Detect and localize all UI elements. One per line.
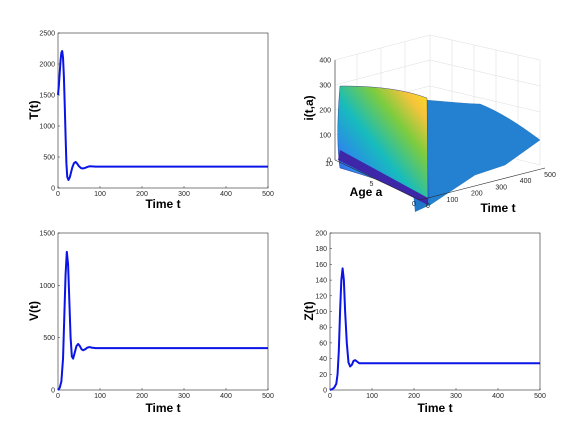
ytick-label: 1000 xyxy=(39,283,55,290)
ytick-label: 160 xyxy=(315,262,327,269)
ytick-label: 0 xyxy=(51,186,55,193)
ytick-label: 40 xyxy=(319,356,327,363)
xtick-label: 300 xyxy=(178,191,190,198)
time-tick-label: 200 xyxy=(471,191,483,198)
age-tick-label: 0 xyxy=(412,201,416,208)
plot-Z-ylabel: Z(t) xyxy=(302,301,316,320)
ytick-label: 100 xyxy=(315,309,327,316)
ytick-label: 500 xyxy=(43,155,55,162)
ztick-label: 400 xyxy=(319,58,331,65)
plot-Z: 0 100 200 300 400 500 0 20 40 60 80 100 120 140 160 180… xyxy=(302,231,546,416)
ytick-label: 60 xyxy=(319,340,327,347)
plot-Z-line xyxy=(329,267,540,391)
plot-V-xlabel: Time t xyxy=(145,401,180,415)
time-tick-label: 500 xyxy=(544,172,556,179)
ytick-label: 0 xyxy=(51,388,55,395)
ytick-label: 0 xyxy=(323,388,327,395)
plot-V-line xyxy=(57,250,268,391)
age-tick-label: 10 xyxy=(325,161,333,168)
plot-T-frame xyxy=(57,32,269,189)
xtick-label: 0 xyxy=(328,393,332,400)
xtick-label: 200 xyxy=(408,393,420,400)
ztick-label: 200 xyxy=(319,108,331,115)
ztick-label: 0 xyxy=(327,158,331,165)
time-tick-label: 400 xyxy=(520,178,532,185)
xtick-label: 200 xyxy=(136,191,148,198)
plot-Z-xlabel: Time t xyxy=(417,401,452,415)
time-tick-label: 300 xyxy=(495,184,507,191)
ytick-label: 200 xyxy=(315,231,327,238)
xtick-label: 500 xyxy=(262,191,274,198)
ztick-label: 300 xyxy=(319,83,331,90)
ytick-label: 2000 xyxy=(39,62,55,69)
plot-V: 0 100 200 300 400 500 0 500 1000 1500 Time t V(t) xyxy=(27,231,274,416)
plot-i-xlabel: Time t xyxy=(480,201,515,215)
surface-age-edge xyxy=(338,150,428,205)
plot-i-ylabel: Age a xyxy=(350,185,383,199)
xtick-label: 200 xyxy=(136,393,148,400)
time-tick-label: 0 xyxy=(426,203,430,210)
xtick-label: 300 xyxy=(450,393,462,400)
xtick-label: 300 xyxy=(178,393,190,400)
surface-axes xyxy=(334,60,546,201)
surface-age-slice xyxy=(337,85,429,201)
ytick-label: 500 xyxy=(43,335,55,342)
surface-plateau xyxy=(424,99,541,206)
xtick-label: 100 xyxy=(94,393,106,400)
xtick-label: 100 xyxy=(366,393,378,400)
ytick-label: 140 xyxy=(315,278,327,285)
plot-T: 0 100 200 300 400 500 0 500 1000 1500 2000 2500 Tim… xyxy=(27,31,274,212)
plot-T-ylabel: T(t) xyxy=(27,100,41,119)
ytick-label: 120 xyxy=(315,293,327,300)
xtick-label: 0 xyxy=(56,191,60,198)
xtick-label: 500 xyxy=(262,393,274,400)
plot-V-frame xyxy=(57,232,269,391)
xtick-label: 100 xyxy=(94,191,106,198)
ztick-label: 100 xyxy=(319,133,331,140)
plot-i-zlabel: i(t,a) xyxy=(302,95,316,120)
ytick-label: 80 xyxy=(319,325,327,332)
plot-T-xlabel: Time t xyxy=(145,197,180,211)
ytick-label: 20 xyxy=(319,372,327,379)
xtick-label: 400 xyxy=(220,393,232,400)
plot-Z-frame xyxy=(329,232,541,391)
time-tick-label: 100 xyxy=(447,197,459,204)
xtick-label: 400 xyxy=(220,191,232,198)
ytick-label: 2500 xyxy=(39,31,55,38)
ytick-label: 1000 xyxy=(39,124,55,131)
xtick-label: 400 xyxy=(492,393,504,400)
age-tick-label: 5 xyxy=(370,181,374,188)
ytick-label: 180 xyxy=(315,246,327,253)
xtick-label: 0 xyxy=(56,393,60,400)
xtick-label: 500 xyxy=(534,393,546,400)
plot-T-line xyxy=(57,49,268,181)
plot-V-ylabel: V(t) xyxy=(27,301,41,321)
ytick-label: 1500 xyxy=(39,231,55,238)
ytick-label: 1500 xyxy=(39,93,55,100)
